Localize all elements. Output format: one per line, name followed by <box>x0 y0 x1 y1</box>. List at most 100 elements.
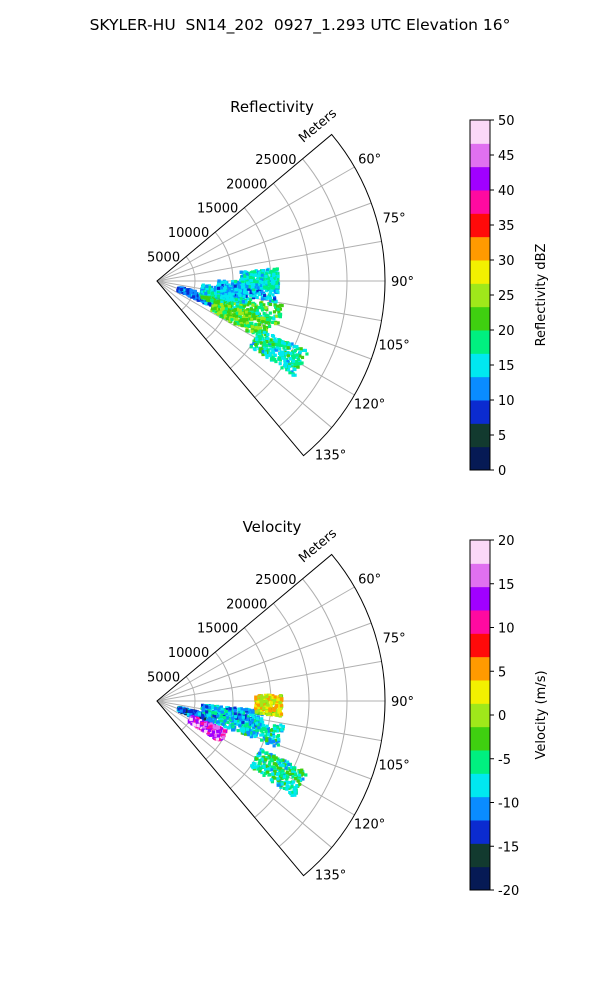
echo-cell <box>296 365 300 369</box>
echo-cell <box>248 713 253 717</box>
echo-cell <box>230 289 234 294</box>
echo-cell <box>241 730 245 734</box>
echo-cell <box>221 280 225 284</box>
echo-cell <box>210 733 214 737</box>
colorbar-segment <box>470 750 490 774</box>
echo-cell <box>235 718 239 722</box>
echo-cell <box>272 724 277 728</box>
echo-cell <box>185 711 189 715</box>
echo-cell <box>289 781 293 785</box>
echo-cell <box>178 289 182 293</box>
echo-cell <box>251 289 255 293</box>
azimuth-tick-label: 120° <box>354 398 385 413</box>
echo-cell <box>196 296 200 300</box>
echo-cell <box>269 753 273 757</box>
echo-cell <box>182 286 187 291</box>
echo-cell <box>301 348 305 353</box>
echo-cell <box>260 349 265 354</box>
echo-cell <box>280 303 284 308</box>
echo-cell <box>217 279 221 283</box>
echo-cell <box>246 282 251 286</box>
echo-cell <box>203 295 207 299</box>
echo-cell <box>272 744 276 748</box>
echo-cell <box>237 713 241 717</box>
echo-cell <box>264 285 269 289</box>
echo-cell <box>298 350 302 354</box>
echo-cell <box>238 312 242 316</box>
echo-cell <box>281 356 285 360</box>
echo-cell <box>285 344 289 348</box>
echo-cell <box>256 716 260 721</box>
echo-cell <box>298 362 302 366</box>
echo-cell <box>275 346 280 350</box>
echo-cell <box>274 764 279 768</box>
echo-cell <box>288 342 292 346</box>
echo-cell <box>214 300 218 304</box>
echo-cell <box>282 346 286 350</box>
echo-field <box>176 693 308 797</box>
echo-cell <box>245 278 249 282</box>
echo-cell <box>256 700 260 704</box>
echo-cell <box>249 310 253 314</box>
echo-cell <box>241 717 245 721</box>
echo-cell <box>259 275 263 279</box>
echo-cell <box>230 282 234 286</box>
echo-cell <box>267 696 272 700</box>
echo-cell <box>255 308 259 313</box>
echo-cell <box>249 289 253 293</box>
echo-cell <box>279 354 283 359</box>
echo-cell <box>268 302 273 307</box>
echo-cell <box>204 729 208 734</box>
echo-cell <box>271 755 276 759</box>
echo-cell <box>260 273 264 277</box>
echo-cell <box>206 725 210 729</box>
echo-cell <box>276 274 280 278</box>
echo-cell <box>238 293 242 298</box>
echo-cell <box>276 277 280 281</box>
azimuth-tick-label: 90° <box>391 695 414 710</box>
echo-cell <box>272 735 276 739</box>
echo-cell <box>260 295 264 299</box>
echo-cell <box>202 710 206 714</box>
echo-cell <box>271 772 275 776</box>
colorbar-segment <box>470 283 490 308</box>
echo-cell <box>291 769 295 773</box>
echo-cell <box>259 303 263 307</box>
echo-cell <box>256 274 260 278</box>
colorbar-label: Velocity (m/s) <box>534 670 549 759</box>
echo-cell <box>293 349 297 353</box>
echo-cell <box>212 714 216 718</box>
echo-cell <box>234 279 238 284</box>
echo-cell <box>250 273 254 277</box>
echo-cell <box>264 280 268 284</box>
echo-cell <box>275 704 279 708</box>
echo-cell <box>287 766 291 770</box>
echo-cell <box>255 340 259 344</box>
echo-cell <box>264 274 268 278</box>
echo-cell <box>259 709 263 714</box>
echo-cell <box>233 306 237 310</box>
echo-cell <box>249 735 253 739</box>
echo-cell <box>225 706 229 710</box>
azimuth-gridline <box>156 166 355 282</box>
echo-cell <box>223 288 227 292</box>
echo-cell <box>264 734 268 738</box>
echo-cell <box>265 712 270 717</box>
echo-cell <box>286 359 290 363</box>
range-tick-label: 20000 <box>226 597 267 612</box>
echo-cell <box>255 311 259 316</box>
echo-cell <box>284 766 288 770</box>
echo-cell <box>269 276 274 281</box>
echo-cell <box>271 298 275 303</box>
echo-cell <box>273 321 278 326</box>
echo-cell <box>277 313 281 317</box>
echo-cell <box>254 269 258 273</box>
echo-cell <box>273 353 277 357</box>
echo-cell <box>276 781 280 785</box>
echo-cell <box>272 317 276 321</box>
echo-cell <box>235 281 240 285</box>
echo-cell <box>274 348 278 352</box>
echo-cell <box>282 775 287 779</box>
echo-cell <box>237 305 242 309</box>
echo-cell <box>265 325 269 330</box>
